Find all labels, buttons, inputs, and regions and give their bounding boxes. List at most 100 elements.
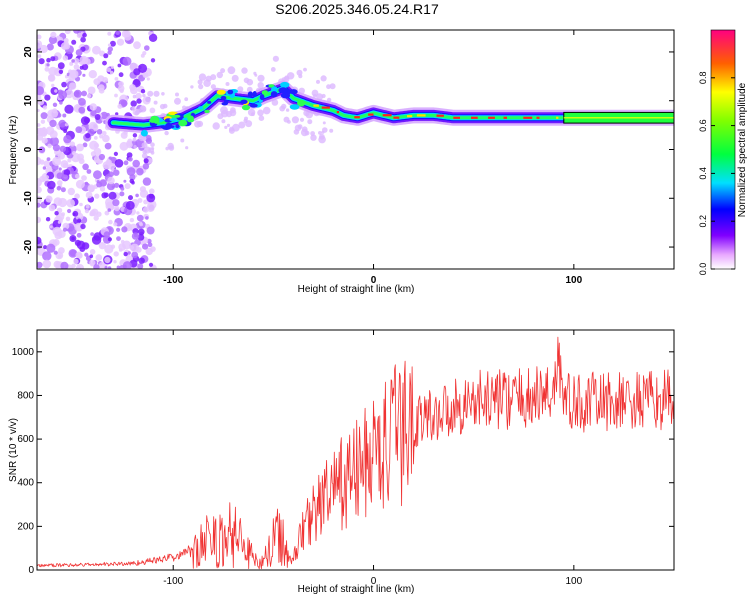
noise-blob: [60, 261, 69, 269]
noise-blob: [79, 55, 89, 65]
noise-blob: [297, 124, 303, 130]
noise-blob: [58, 119, 67, 128]
spectrogram-xlabel: Height of straight line (km): [298, 284, 415, 295]
noise-blob: [45, 217, 51, 222]
noise-blob: [93, 215, 99, 221]
noise-blob: [322, 121, 326, 125]
noise-blob: [85, 204, 90, 209]
noise-blob: [281, 77, 286, 82]
noise-blob: [77, 218, 82, 223]
noise-blob: [142, 177, 152, 186]
noise-blob: [77, 266, 81, 269]
noise-blob: [43, 160, 51, 168]
ridge-clump: [280, 81, 290, 88]
noise-blob: [175, 92, 179, 97]
noise-blob: [131, 232, 140, 240]
colorbar-label: Normalized spectral amplitude: [737, 82, 748, 217]
noise-blob: [37, 186, 42, 194]
noise-blob: [329, 128, 334, 133]
noise-blob: [103, 192, 109, 198]
noise-blob: [226, 123, 231, 127]
noise-blob: [115, 30, 120, 36]
noise-blob: [107, 43, 112, 47]
noise-blob: [61, 174, 69, 182]
noise-blob: [319, 133, 325, 140]
noise-blob: [93, 264, 100, 269]
noise-blob: [37, 40, 43, 49]
noise-blob: [142, 243, 149, 250]
noise-blob: [270, 67, 276, 72]
noise-blob: [247, 108, 256, 117]
noise-blob: [230, 107, 236, 113]
noise-blob: [52, 156, 62, 166]
noise-blob: [89, 103, 97, 111]
noise-blob: [46, 57, 51, 63]
noise-blob: [40, 112, 48, 120]
noise-blob: [117, 103, 123, 109]
ridge-clump: [175, 124, 180, 129]
noise-blob: [52, 144, 61, 152]
noise-blob: [71, 151, 77, 156]
noise-blob: [107, 31, 112, 36]
noise-blob: [227, 66, 236, 75]
noise-blob: [48, 35, 58, 45]
y-tick-label: 0: [23, 146, 34, 152]
ridge-clump: [297, 99, 306, 107]
noise-blob: [116, 236, 121, 242]
noise-blob: [123, 179, 127, 183]
noise-blob: [73, 30, 80, 34]
noise-blob: [118, 81, 124, 87]
noise-blob: [63, 38, 69, 43]
noise-blob: [316, 79, 320, 84]
x-tick-label: 0: [371, 576, 377, 587]
noise-blob: [149, 107, 156, 114]
noise-blob: [63, 129, 68, 133]
noise-blob: [135, 108, 141, 114]
noise-blob: [303, 67, 307, 72]
noise-blob: [62, 227, 68, 232]
noise-blob: [145, 216, 149, 220]
noise-blob: [150, 142, 155, 147]
noise-blob: [198, 84, 204, 90]
noise-blob: [310, 134, 317, 141]
ridge-clump: [261, 90, 269, 95]
noise-blob: [37, 134, 44, 141]
noise-blob: [71, 59, 75, 63]
ridge-clump: [165, 122, 173, 129]
noise-blob: [123, 251, 128, 257]
colorbar-tick-label: 0.4: [698, 167, 708, 180]
noise-blob: [116, 265, 121, 269]
noise-blob: [116, 227, 121, 232]
noise-blob: [136, 214, 144, 222]
noise-blob: [136, 211, 140, 215]
noise-blob: [329, 83, 336, 90]
noise-blob: [139, 105, 147, 113]
noise-blob: [142, 72, 149, 78]
noise-blob: [104, 244, 114, 254]
noise-blob: [52, 108, 58, 114]
noise-blob: [114, 205, 120, 212]
noise-blob: [228, 127, 235, 134]
noise-blob: [86, 169, 92, 174]
ridge-clump: [289, 89, 298, 95]
noise-blob: [114, 182, 120, 188]
colorbar: 0.0 0.2 0.4 0.6 0.8 Normalized spectral ampl…: [698, 29, 748, 275]
noise-blob: [146, 77, 150, 81]
noise-blob: [37, 123, 41, 127]
noise-blob: [132, 133, 138, 138]
ridge-clump: [216, 89, 226, 95]
noise-blob: [47, 143, 52, 149]
noise-blob: [114, 159, 124, 168]
noise-blob: [52, 102, 58, 108]
noise-blob: [293, 129, 300, 135]
noise-blob: [139, 186, 146, 193]
ridge-clump: [259, 94, 265, 101]
noise-blob: [146, 226, 155, 235]
ridge-clump: [187, 115, 194, 122]
noise-blob: [37, 34, 42, 40]
x-tick-label: 100: [565, 576, 582, 587]
noise-blob: [224, 125, 228, 129]
